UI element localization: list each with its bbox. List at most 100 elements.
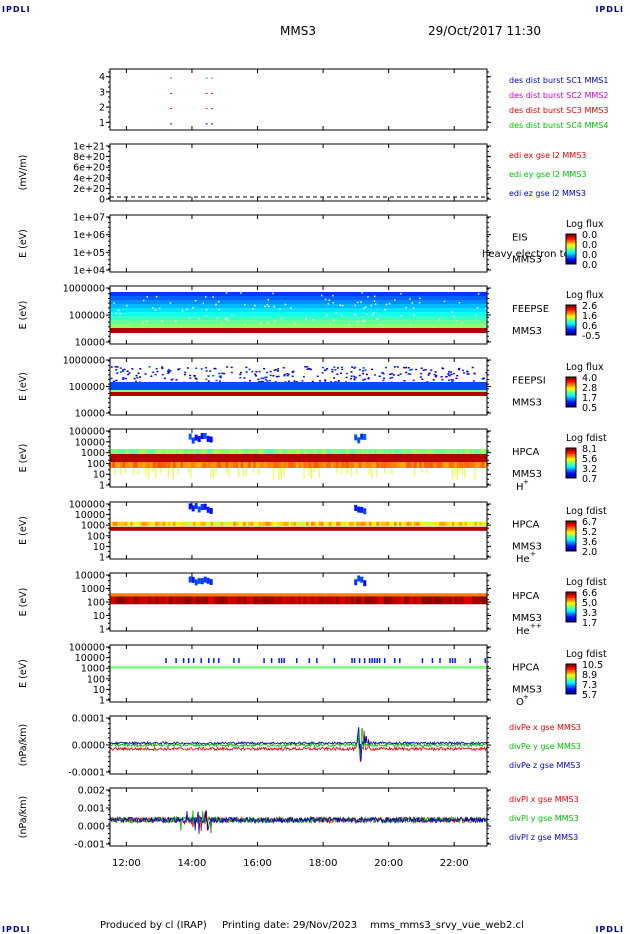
feepsi-speck xyxy=(381,372,384,374)
hpca-cell xyxy=(245,454,249,464)
feepse-speck xyxy=(372,313,374,316)
hpca-cell xyxy=(481,449,485,454)
colorbar-title: Log flux xyxy=(566,290,604,301)
hpca-cell xyxy=(155,521,159,526)
hpca-cell xyxy=(306,593,309,597)
hpca-cell xyxy=(265,596,269,605)
hpca-cell xyxy=(172,521,176,526)
legend-entry: des dist burst SC4 MMS4 xyxy=(509,121,608,130)
colorbar-tick-label: 1.6 xyxy=(582,311,597,322)
colorbar-title: Log fdist xyxy=(566,506,607,517)
hpca-cell xyxy=(195,449,199,454)
hpca-cell xyxy=(429,593,433,597)
hpca-cell xyxy=(112,526,116,531)
colorbar-step xyxy=(566,522,576,525)
hpca-cell xyxy=(172,593,176,597)
y-tick-label: 1 xyxy=(99,118,105,129)
hpca-cell xyxy=(265,462,269,468)
feepsi-speck xyxy=(428,372,431,375)
hpca-cell xyxy=(200,526,204,531)
colorbar-title: Log fdist xyxy=(566,433,607,444)
hpca-cell xyxy=(125,449,128,454)
hpca-cell xyxy=(157,666,161,669)
feepse-band xyxy=(110,300,487,305)
colorbar-step xyxy=(566,611,576,614)
hpca-cell xyxy=(130,521,134,526)
panel-frame xyxy=(109,501,488,560)
feepsi-speck xyxy=(124,377,127,380)
hpca-cell xyxy=(290,596,294,605)
hpca-cell xyxy=(285,521,289,526)
hpca-cell xyxy=(484,526,488,531)
hpca-cell xyxy=(416,593,420,597)
x-tick-label: 16:00 xyxy=(243,858,272,869)
hpca-cell xyxy=(208,526,211,531)
hpca-cell xyxy=(125,526,128,531)
colorbar-step xyxy=(566,448,576,450)
hpca-cell xyxy=(348,462,352,468)
hpca-cell xyxy=(383,462,387,468)
feepsi-speck xyxy=(462,372,465,374)
hpca-cell xyxy=(439,521,443,526)
hpca-cell xyxy=(145,468,147,476)
hpca-cell xyxy=(331,462,335,468)
hpca-cell xyxy=(145,593,149,597)
hpca-cell xyxy=(421,462,425,468)
hpca-cell xyxy=(426,462,430,468)
feepse-speck xyxy=(273,305,276,308)
hpca-cell xyxy=(331,454,335,464)
hpca-cell xyxy=(275,521,279,526)
feepsi-speck xyxy=(316,375,319,378)
feepsi-speck xyxy=(306,366,309,368)
y-tick-label: 0.0000 xyxy=(72,741,105,752)
hpca-cell xyxy=(135,596,139,605)
hpca-cell xyxy=(341,468,343,475)
instrument-label: HPCA xyxy=(512,591,540,602)
feepse-speck xyxy=(485,307,487,310)
colorbar-step xyxy=(566,306,576,309)
feepsi-speck xyxy=(139,376,142,378)
hpca-cell xyxy=(245,526,249,531)
hpca-cell xyxy=(351,454,355,465)
hpca-cell xyxy=(343,449,347,454)
feepse-speck xyxy=(218,308,220,311)
hpca-cell xyxy=(399,526,402,531)
hpca-cell xyxy=(323,462,327,468)
y-tick-label: 1e+05 xyxy=(73,248,105,259)
feepse-speck xyxy=(327,303,330,305)
hpca-cell xyxy=(125,468,127,474)
colorbar-step xyxy=(566,381,576,384)
hpca-cell xyxy=(170,526,174,531)
hpca-cell xyxy=(351,658,353,664)
hpca-cell xyxy=(333,526,337,531)
hpca-cell xyxy=(474,521,478,526)
feepsi-speck xyxy=(466,370,469,373)
hpca-cell xyxy=(474,468,476,480)
colorbar-step xyxy=(566,595,576,597)
hpca-cell xyxy=(170,521,174,526)
y-tick-label: 100000 xyxy=(69,643,105,654)
feepsi-speck xyxy=(345,376,348,379)
hpca-cell xyxy=(202,593,206,597)
feepsi-speck xyxy=(169,369,172,372)
hpca-cell xyxy=(132,596,136,605)
hpca-cell xyxy=(323,449,327,454)
colorbar-step xyxy=(566,463,576,465)
hpca-cell xyxy=(120,468,122,475)
colorbar-step xyxy=(566,683,576,686)
panel-frame xyxy=(109,428,488,488)
hpca-cell xyxy=(280,454,284,465)
hpca-cell xyxy=(162,666,166,669)
feepsi-speck xyxy=(455,377,458,380)
hpca-cell xyxy=(170,462,174,468)
hpca-cell xyxy=(333,596,337,605)
feepse-speck xyxy=(151,307,154,309)
feepse-speck xyxy=(119,312,121,315)
hpca-cell xyxy=(404,449,407,454)
hpca-cell xyxy=(383,658,386,664)
hpca-cell xyxy=(404,454,407,465)
hpca-cell xyxy=(122,593,126,597)
hpca-cell xyxy=(235,521,239,526)
hpca-cell xyxy=(137,468,139,475)
